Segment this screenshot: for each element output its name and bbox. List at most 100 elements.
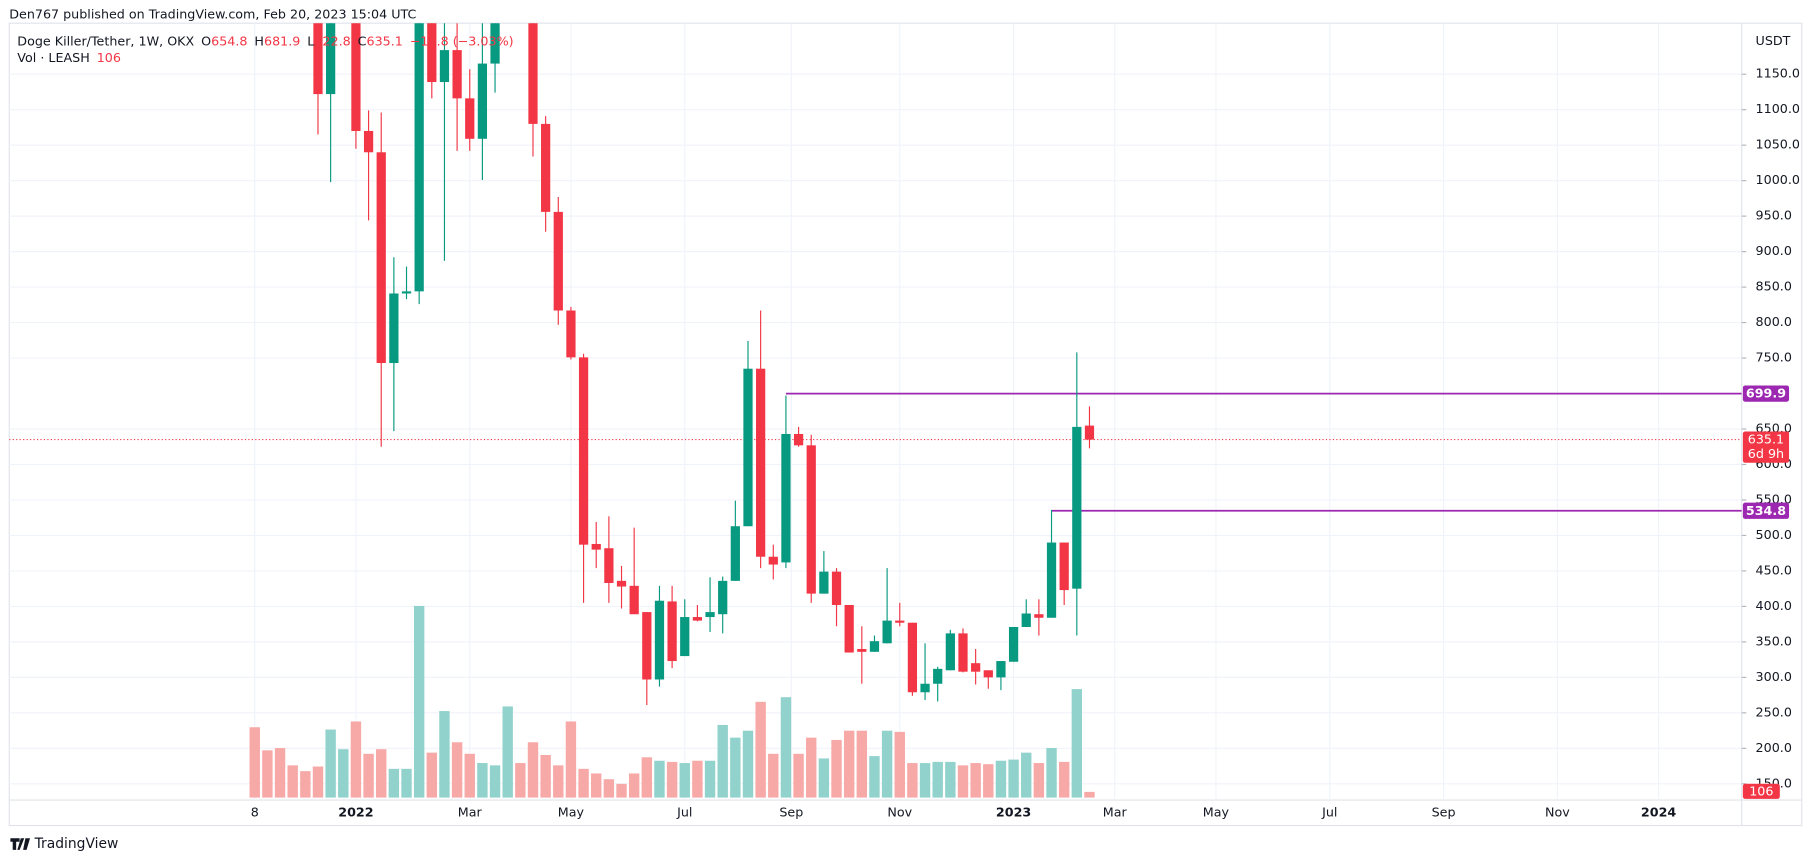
candle-body: [376, 152, 386, 364]
candle-body: [680, 617, 690, 657]
candle-body: [705, 612, 715, 618]
x-tick-label: May: [558, 804, 585, 819]
candle-body: [971, 663, 981, 672]
candle-body: [604, 548, 614, 583]
volume-bar: [527, 742, 539, 798]
candle-body: [730, 526, 740, 581]
volume-bar: [894, 731, 905, 798]
candle-body: [351, 23, 361, 131]
volume-bar: [413, 605, 425, 798]
legend-key: H: [254, 33, 264, 48]
volume-bar: [540, 754, 551, 798]
x-tick-label: Nov: [1545, 804, 1570, 819]
legend-line: Vol · LEASH 106: [17, 49, 121, 64]
volume-bar: [679, 763, 690, 798]
candle-body: [1046, 542, 1057, 618]
candle-body: [869, 641, 880, 652]
candle-body: [1021, 613, 1031, 627]
volume-bar: [957, 765, 969, 798]
candle-body: [616, 580, 627, 587]
candle-body: [427, 23, 437, 83]
volume-bar: [806, 737, 817, 798]
legend-title: Doge Killer/Tether, 1W, OKX: [17, 33, 194, 48]
volume-bar: [439, 711, 450, 798]
y-tick-label: 900.0: [1756, 243, 1792, 258]
candle-body: [667, 601, 677, 662]
y-tick-label: 1100.0: [1756, 101, 1800, 116]
candle-body: [692, 617, 703, 621]
volume-bar: [831, 739, 842, 798]
candle-body: [1059, 542, 1069, 591]
volume-bar: [793, 753, 804, 798]
candle-body: [920, 683, 930, 693]
y-tick-label: 1150.0: [1756, 66, 1800, 81]
candle-body: [945, 633, 955, 671]
volume-bar: [325, 729, 336, 798]
y-tick-label: 200.0: [1756, 740, 1792, 755]
footer-logo: [10, 838, 31, 850]
x-tick-label: 8: [251, 804, 259, 819]
x-tick-label: Jul: [1321, 804, 1337, 819]
candle-body: [806, 445, 816, 594]
candle-body: [566, 310, 576, 358]
volume-bar: [654, 760, 665, 798]
volume-bar: [983, 764, 994, 798]
volume-bar: [553, 765, 564, 798]
volume-bar: [249, 727, 260, 798]
candle-body: [718, 580, 728, 615]
candle-body: [907, 622, 918, 693]
volume-bar: [1058, 761, 1070, 798]
volume-bar: [401, 768, 412, 798]
chart-frame: [8, 22, 1803, 827]
candle-body: [439, 50, 450, 83]
volume-bar: [489, 765, 501, 798]
x-tick-label: 2024: [1641, 804, 1676, 819]
candle-body: [414, 23, 424, 292]
volume-bar: [666, 761, 678, 798]
candle-body: [844, 604, 854, 653]
volume-bar: [338, 749, 349, 798]
volume-bar: [363, 753, 374, 798]
candle-body: [654, 600, 665, 680]
candle-body: [490, 23, 500, 64]
candle-body: [895, 620, 905, 623]
candle-body: [578, 357, 589, 545]
candle-body: [642, 612, 652, 680]
volume-bar: [300, 771, 311, 798]
volume-bar: [1046, 748, 1057, 798]
candle-body: [958, 633, 968, 672]
candle-body: [553, 211, 563, 311]
legend-value: 654.8: [211, 33, 247, 48]
volume-bar: [376, 749, 387, 798]
y-tick-label: 950.0: [1756, 208, 1792, 223]
price-label: 635.1: [1748, 432, 1784, 447]
volume-bar: [1084, 791, 1095, 798]
legend-value: 681.9: [264, 33, 300, 48]
candle-body: [768, 556, 778, 565]
y-tick-label: 850.0: [1756, 279, 1792, 294]
level-label: 699.9: [1746, 386, 1786, 401]
candle-body: [857, 648, 867, 652]
volume-bar: [312, 766, 324, 798]
candle-body: [528, 23, 538, 124]
y-tick-label: 750.0: [1756, 350, 1792, 365]
volume-bar: [502, 706, 513, 798]
volume-bar: [856, 730, 868, 798]
unit-label: USDT: [1756, 33, 1791, 48]
volume-bar: [350, 721, 362, 798]
candle-body: [363, 130, 374, 153]
legend-value: 635.1: [367, 33, 403, 48]
candle-body: [996, 661, 1006, 678]
x-tick-label: Jul: [676, 804, 692, 819]
x-tick-label: Nov: [887, 804, 912, 819]
volume-bar: [843, 730, 855, 798]
candle-body: [1084, 425, 1095, 440]
volume-bar: [1008, 759, 1019, 798]
volume-bar: [869, 756, 880, 798]
volume-bar: [907, 763, 918, 798]
y-tick-label: 1000.0: [1756, 172, 1800, 187]
price-label-box: [1742, 431, 1790, 463]
level-label: 534.8: [1746, 503, 1786, 518]
volume-bar: [477, 763, 488, 798]
candle-body: [781, 433, 791, 563]
